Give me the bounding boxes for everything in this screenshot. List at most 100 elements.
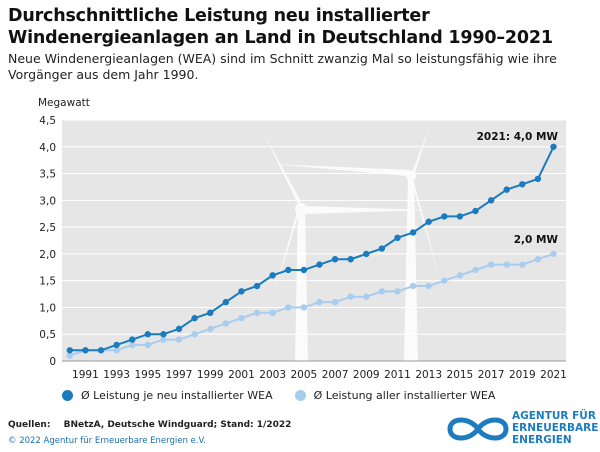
y-tick-label: 1,5: [39, 276, 56, 288]
data-point: [550, 250, 557, 258]
y-tick-label: 3,0: [39, 195, 56, 207]
data-point: [191, 331, 198, 338]
series-new-installations: [66, 143, 557, 354]
data-point: [519, 181, 526, 188]
x-tick-label: 2015: [447, 369, 474, 381]
data-point: [347, 256, 354, 263]
data-point: [472, 266, 479, 274]
data-point: [238, 314, 245, 322]
x-axis-ticks: 1991 1993 1995 1997 1999 2001 2003 2005 2007 2009…: [72, 369, 567, 381]
data-point: [409, 282, 417, 290]
data-point: [113, 341, 120, 349]
data-point: [456, 213, 464, 220]
x-tick-label: 2007: [322, 369, 349, 381]
data-point: [300, 266, 308, 274]
x-tick-label: 2021: [540, 369, 567, 381]
x-tick-label: 2011: [384, 369, 411, 381]
data-point: [378, 245, 386, 252]
data-point: [285, 304, 292, 311]
annotation-all-2021: 2,0 MW: [514, 234, 559, 246]
chart-legend: Ø Leistung je neu installierter WEA Ø Le…: [62, 389, 517, 402]
logo-line-3: ENERGIEN: [512, 434, 572, 446]
x-tick-label: 2001: [228, 369, 255, 381]
wind-turbine-watermark: [262, 125, 440, 362]
legend-item-new: Ø Leistung je neu installierter WEA: [62, 389, 273, 402]
data-point: [487, 261, 495, 268]
data-point: [66, 347, 74, 354]
data-point: [300, 304, 308, 311]
legend-label-new: Ø Leistung je neu installierter WEA: [81, 389, 273, 402]
x-tick-label: 1997: [166, 369, 193, 381]
data-point: [425, 282, 432, 290]
data-point: [238, 288, 245, 295]
data-point: [519, 261, 526, 268]
data-point: [503, 186, 510, 193]
x-tick-label: 2005: [290, 369, 317, 381]
data-point: [222, 298, 230, 306]
x-tick-label: 1999: [197, 369, 224, 381]
data-point: [503, 261, 510, 268]
x-tick-label: 2017: [478, 369, 505, 381]
data-point: [191, 314, 198, 322]
data-point: [378, 288, 386, 295]
data-point: [550, 143, 557, 150]
x-tick-label: 2013: [415, 369, 442, 381]
x-tick-label: 2009: [353, 369, 380, 381]
data-point: [363, 250, 370, 258]
y-axis-label: Megawatt: [38, 97, 90, 109]
data-point: [441, 277, 448, 284]
copyright-note: © 2022 Agentur für Erneuerbare Energien …: [8, 436, 206, 446]
data-point: [113, 347, 120, 354]
x-tick-label: 1993: [103, 369, 130, 381]
chart-plot: Megawatt 0 0,5 1,0 1,5 2,0 2,5 3,0 3,5 4,0 4,5 19…: [38, 97, 567, 381]
y-tick-label: 2,0: [39, 249, 56, 261]
data-point: [285, 266, 292, 274]
y-tick-label: 1,0: [39, 302, 56, 314]
data-point: [160, 336, 167, 343]
data-point: [66, 352, 74, 359]
x-tick-label: 1991: [72, 369, 99, 381]
data-point: [316, 261, 323, 268]
data-point: [394, 234, 401, 242]
x-tick-label: 2003: [259, 369, 286, 381]
data-point: [253, 309, 261, 316]
data-point: [331, 256, 339, 263]
data-point: [316, 298, 323, 306]
x-tick-label: 1995: [134, 369, 161, 381]
plot-background: [62, 120, 566, 361]
gridlines: [62, 119, 566, 335]
source-text: BNetzA, Deutsche Windguard; Stand: 1/202…: [63, 420, 292, 430]
data-point: [425, 218, 432, 225]
legend-swatch-new: [62, 390, 73, 401]
data-point: [160, 331, 167, 338]
data-point: [144, 331, 152, 338]
data-point: [175, 325, 183, 333]
logo-line-1: AGENTUR FÜR: [512, 410, 596, 422]
x-tick-label: 2019: [509, 369, 536, 381]
data-point: [347, 293, 354, 300]
source-label: Quellen:: [8, 420, 51, 430]
data-point: [207, 309, 214, 316]
series-layer: [66, 143, 557, 359]
y-tick-label: 0,5: [39, 329, 56, 341]
data-point: [269, 272, 276, 279]
source-note: Quellen: BNetzA, Deutsche Windguard; Sta…: [8, 420, 291, 430]
data-point: [472, 207, 479, 215]
data-point: [129, 341, 136, 349]
infinity-logo-icon: [447, 417, 509, 441]
chart-subtitle: Neue Windenergieanlagen (WEA) sind im Sc…: [8, 51, 557, 82]
data-point: [222, 320, 230, 327]
chart-title: Durchschnittliche Leistung neu installie…: [8, 6, 553, 48]
data-point: [207, 325, 214, 333]
y-tick-label: 4,0: [39, 142, 56, 154]
data-point: [456, 272, 464, 279]
data-point: [269, 309, 276, 316]
data-point: [331, 298, 339, 306]
data-point: [534, 256, 542, 263]
aee-logo: [447, 417, 509, 441]
data-point: [394, 288, 401, 295]
y-tick-label: 4,5: [39, 115, 56, 127]
data-point: [97, 347, 105, 354]
data-point: [441, 213, 448, 220]
data-point: [82, 347, 89, 354]
